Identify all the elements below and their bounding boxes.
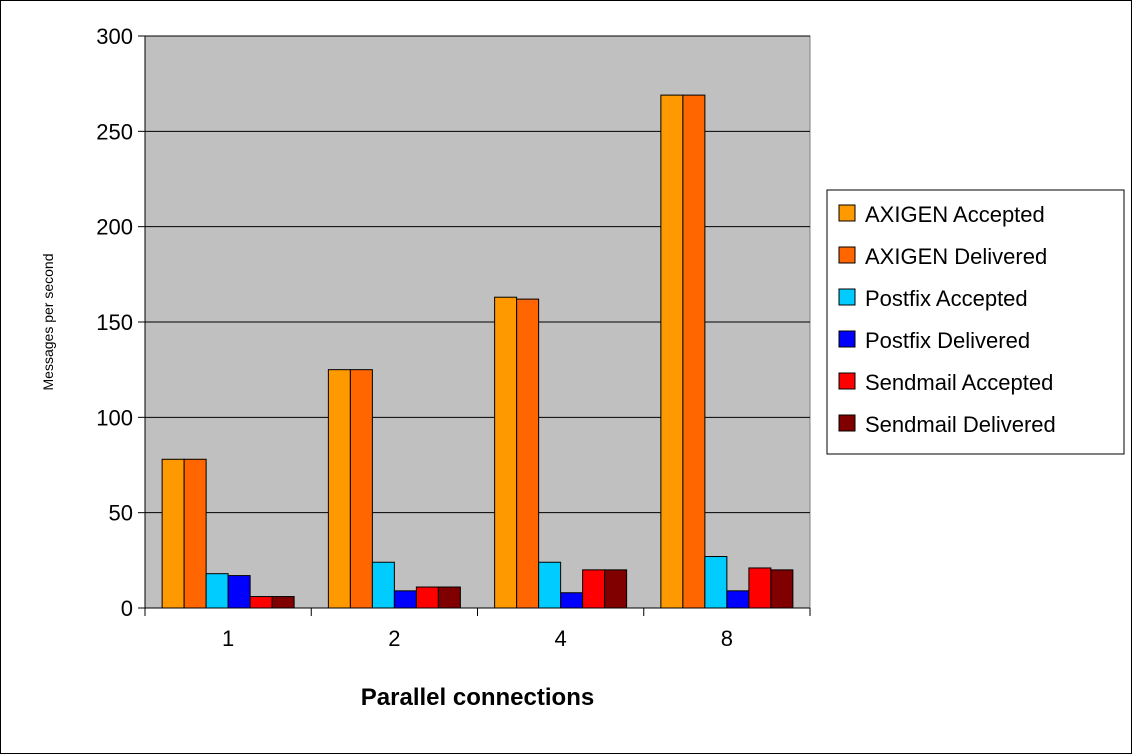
- x-axis-label: Parallel connections: [361, 684, 594, 711]
- legend-swatch: [838, 246, 856, 264]
- bar-postfix-accepted-4: [538, 561, 562, 609]
- bar-sendmail-delivered-8: [770, 569, 794, 609]
- bar-postfix-accepted-2: [371, 561, 395, 609]
- bar-axigen-accepted-1: [161, 458, 185, 609]
- bar-sendmail-accepted-8: [748, 567, 772, 609]
- legend-label: AXIGEN Delivered: [865, 244, 1047, 269]
- legend-label: Sendmail Accepted: [865, 370, 1053, 395]
- bar-axigen-delivered-2: [349, 369, 373, 609]
- bar-postfix-delivered-1: [227, 575, 251, 609]
- bar-sendmail-accepted-2: [415, 586, 439, 609]
- bar-postfix-accepted-1: [205, 573, 229, 609]
- bar-sendmail-accepted-1: [249, 596, 273, 609]
- y-axis-label: Messages per second: [40, 254, 56, 391]
- legend-swatch: [838, 414, 856, 432]
- x-tick-label: 1: [222, 626, 234, 651]
- y-tick-label: 300: [96, 24, 133, 49]
- x-tick-label: 8: [721, 626, 733, 651]
- bars: [161, 94, 794, 609]
- y-tick-label: 100: [96, 405, 133, 430]
- legend: AXIGEN Accepted AXIGEN Delivered Postfix A…: [826, 189, 1125, 455]
- x-tick-label: 4: [555, 626, 567, 651]
- x-tick-labels: 1 2 4 8: [222, 626, 733, 651]
- legend-label: AXIGEN Accepted: [865, 202, 1045, 227]
- bar-axigen-accepted-4: [494, 296, 518, 609]
- bar-sendmail-delivered-2: [437, 586, 461, 609]
- bar-axigen-accepted-8: [660, 94, 684, 609]
- y-tick-label: 150: [96, 310, 133, 335]
- bar-postfix-accepted-8: [704, 556, 728, 609]
- legend-swatch: [838, 288, 856, 306]
- bar-axigen-delivered-4: [516, 298, 540, 609]
- bar-axigen-delivered-1: [183, 458, 207, 609]
- legend-label: Postfix Accepted: [865, 286, 1028, 311]
- bar-sendmail-delivered-4: [604, 569, 628, 609]
- bar-postfix-delivered-2: [393, 590, 417, 609]
- bar-postfix-delivered-4: [560, 592, 584, 609]
- y-tick-label: 200: [96, 215, 133, 240]
- legend-label: Postfix Delivered: [865, 328, 1030, 353]
- bar-sendmail-delivered-1: [271, 596, 295, 609]
- legend-swatch: [838, 204, 856, 222]
- y-tick-label: 50: [109, 501, 133, 526]
- y-tick-label: 0: [121, 596, 133, 621]
- legend-swatch: [838, 372, 856, 390]
- bar-sendmail-accepted-4: [582, 569, 606, 609]
- bar-axigen-delivered-8: [682, 94, 706, 609]
- legend-box: [826, 189, 1125, 455]
- x-tick-label: 2: [388, 626, 400, 651]
- legend-label: Sendmail Delivered: [865, 412, 1056, 437]
- y-tick-label: 250: [96, 119, 133, 144]
- legend-swatch: [838, 330, 856, 348]
- y-tick-labels: 0 50 100 150 200 250 300: [96, 24, 133, 621]
- bar-axigen-accepted-2: [327, 369, 351, 609]
- axes: [138, 35, 811, 616]
- bar-postfix-delivered-8: [726, 590, 750, 609]
